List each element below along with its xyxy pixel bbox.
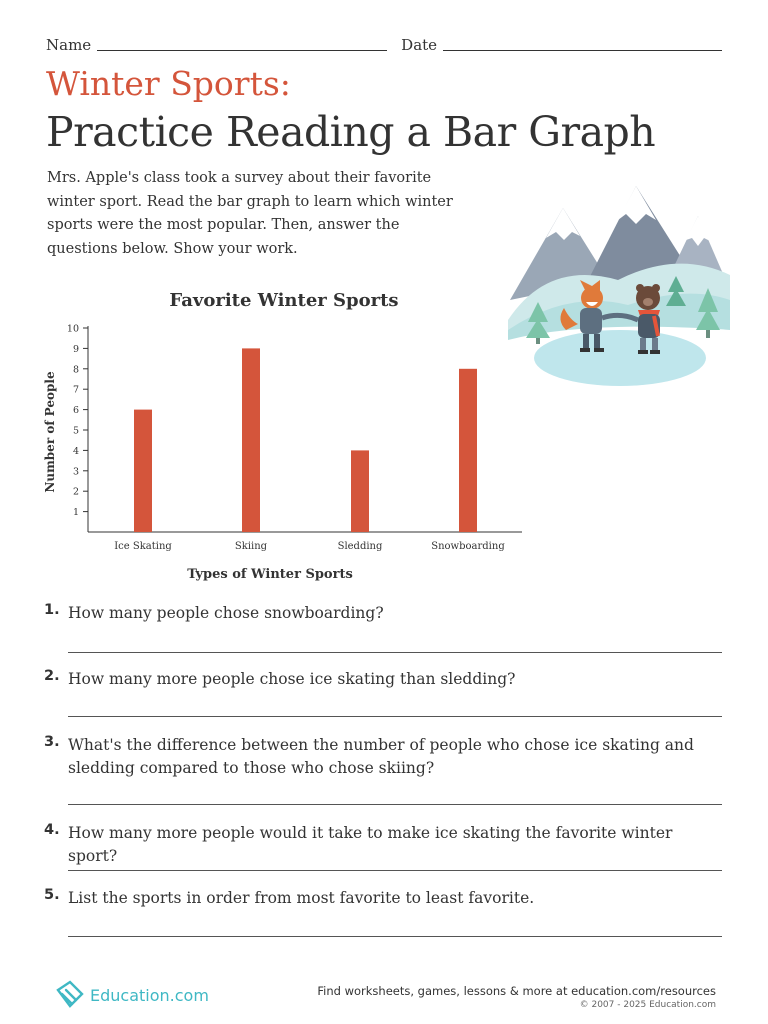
worksheet-subtitle: Winter Sports: bbox=[46, 64, 291, 103]
ice-pond-icon bbox=[534, 330, 706, 386]
question-number: 2. bbox=[44, 668, 60, 684]
tree-left-icon bbox=[526, 302, 550, 344]
y-tick-label: 8 bbox=[73, 364, 79, 375]
chart-y-axis-label: Number of People bbox=[43, 371, 57, 493]
tree-right-icon bbox=[696, 288, 720, 338]
y-tick-label: 10 bbox=[67, 324, 79, 335]
name-field-line[interactable] bbox=[97, 50, 388, 51]
question-number: 4. bbox=[44, 822, 60, 838]
y-tick-label: 1 bbox=[73, 507, 79, 518]
footer-resources-link[interactable]: Find worksheets, games, lessons & more a… bbox=[317, 984, 716, 998]
bear-skater-icon bbox=[601, 284, 660, 354]
answer-line[interactable] bbox=[68, 870, 722, 871]
question-text: How many people chose snowboarding? bbox=[68, 604, 384, 622]
education-brand-name: Education.com bbox=[90, 985, 209, 1005]
date-field-line[interactable] bbox=[443, 50, 722, 51]
skating-animals-illustration bbox=[508, 186, 730, 408]
chart-x-axis-label: Types of Winter Sports bbox=[187, 567, 353, 582]
answer-line[interactable] bbox=[68, 716, 722, 717]
footer-info: Find worksheets, games, lessons & more a… bbox=[317, 984, 716, 1010]
y-tick-label: 2 bbox=[73, 487, 79, 498]
question-text: How many more people chose ice skating t… bbox=[68, 670, 516, 688]
bar-skiing bbox=[242, 348, 260, 532]
name-date-row: Name Date bbox=[46, 34, 722, 54]
education-logo: Education.com bbox=[52, 978, 209, 1012]
chart-title: Favorite Winter Sports bbox=[169, 290, 398, 311]
question-text: How many more people would it take to ma… bbox=[68, 824, 673, 865]
x-category-label: Skiing bbox=[235, 541, 268, 552]
y-tick-label: 5 bbox=[73, 426, 79, 437]
question-text: What's the difference between the number… bbox=[68, 736, 694, 777]
answer-line[interactable] bbox=[68, 652, 722, 653]
question-number: 5. bbox=[44, 887, 60, 903]
x-category-label: Snowboarding bbox=[431, 541, 505, 552]
question-number: 3. bbox=[44, 734, 60, 750]
question-number: 1. bbox=[44, 602, 60, 618]
footer-copyright: © 2007 - 2025 Education.com bbox=[579, 1000, 716, 1010]
x-category-label: Sledding bbox=[338, 541, 383, 552]
bar-snowboarding bbox=[459, 368, 477, 532]
name-label: Name bbox=[46, 36, 92, 54]
fox-skater-icon bbox=[560, 280, 604, 352]
question-text: List the sports in order from most favor… bbox=[68, 889, 535, 907]
x-category-label: Ice Skating bbox=[114, 541, 172, 552]
y-tick-label: 9 bbox=[73, 344, 79, 355]
y-tick-label: 6 bbox=[73, 405, 79, 416]
worksheet-title: Practice Reading a Bar Graph bbox=[46, 108, 656, 156]
bar-ice-skating bbox=[134, 409, 152, 532]
answer-line[interactable] bbox=[68, 936, 722, 937]
favorite-winter-sports-bar-chart: Favorite Winter Sports Number of People … bbox=[43, 290, 522, 582]
y-tick-label: 3 bbox=[73, 466, 79, 477]
y-tick-label: 4 bbox=[73, 446, 79, 457]
intro-paragraph: Mrs. Apple's class took a survey about t… bbox=[47, 170, 453, 257]
y-tick-label: 7 bbox=[73, 385, 79, 396]
answer-line[interactable] bbox=[68, 804, 722, 805]
education-logo-icon bbox=[56, 980, 84, 1008]
bar-sledding bbox=[351, 450, 369, 532]
date-label: Date bbox=[401, 36, 438, 54]
tree-small-icon bbox=[666, 276, 686, 306]
